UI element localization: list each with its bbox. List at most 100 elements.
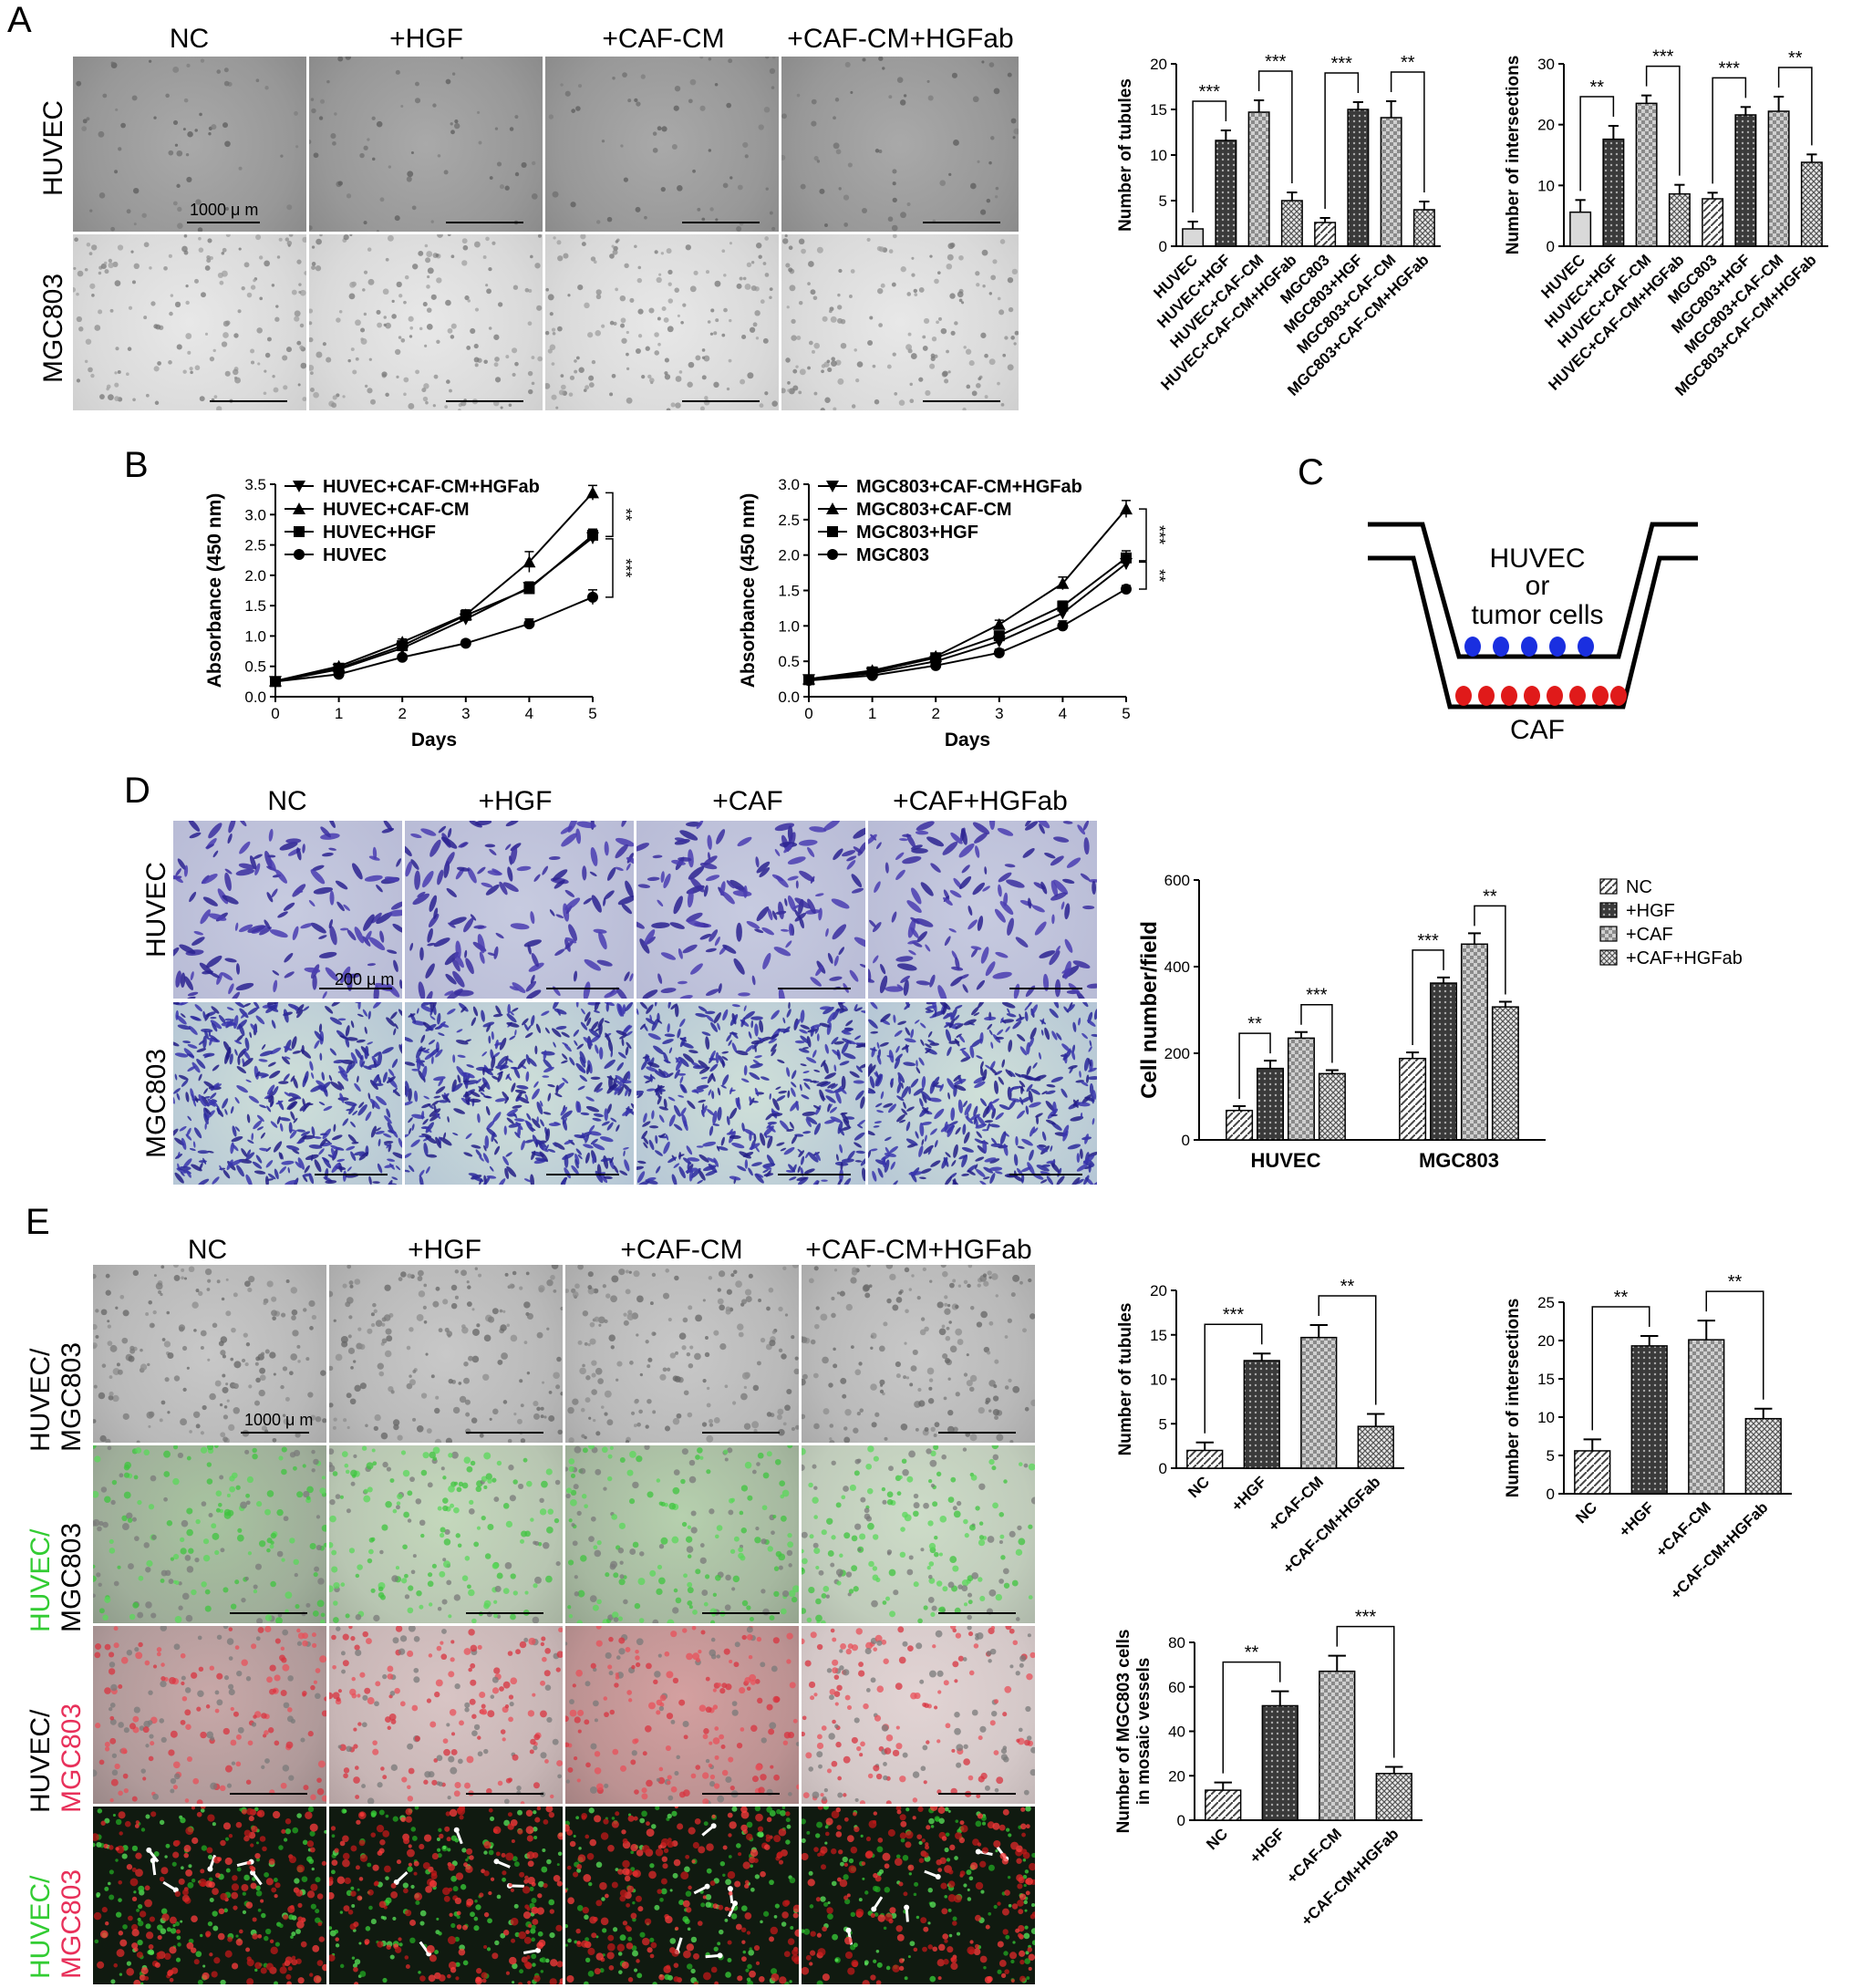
legend-label: MGC803 xyxy=(856,545,929,565)
micrograph-texture xyxy=(565,1807,799,1984)
significance-label: *** xyxy=(1355,1608,1377,1628)
micrograph-texture xyxy=(93,1626,326,1804)
point-marker xyxy=(1056,576,1070,589)
arrow-head xyxy=(704,1883,710,1890)
legend-label: +CAF xyxy=(1626,925,1673,945)
point-marker xyxy=(460,609,471,621)
significance-bracket xyxy=(1192,100,1227,212)
significance-label: *** xyxy=(1331,54,1353,74)
legend-label: NC xyxy=(1626,877,1652,897)
micrograph-texture xyxy=(93,1265,326,1443)
x-group-label: MGC803 xyxy=(1419,1149,1499,1172)
micrograph-texture xyxy=(802,1626,1035,1804)
y-tick-label: 0 xyxy=(1159,238,1167,255)
significance-label: *** xyxy=(1199,82,1221,102)
x-axis-label: Days xyxy=(945,730,990,751)
y-axis-label: Number of MGC803 cells xyxy=(1114,1630,1133,1834)
e-image-fluor-cafcm xyxy=(565,1807,799,1984)
y-axis-label: Cell number/field xyxy=(1137,921,1162,1099)
x-tick-label: 2 xyxy=(398,705,406,722)
significance-bracket xyxy=(605,492,614,538)
bar xyxy=(1243,1360,1280,1469)
a-col-header-cafcm-hgfab: +CAF-CM+HGFab xyxy=(787,24,1014,54)
significance-label: ** xyxy=(1483,886,1497,906)
panel-label-d: D xyxy=(124,771,150,811)
bar xyxy=(1800,161,1823,247)
arrow-head xyxy=(871,1906,877,1912)
bar xyxy=(1357,1425,1394,1469)
y-tick-label: 2.5 xyxy=(244,537,266,554)
bar xyxy=(1399,1057,1427,1141)
micrograph-texture xyxy=(636,1002,865,1185)
x-tick-label: 5 xyxy=(588,705,596,722)
micrograph-texture xyxy=(565,1445,799,1623)
c-text-caf: CAF xyxy=(1510,715,1565,745)
e-col-header-cafcm: +CAF-CM xyxy=(620,1235,743,1265)
a-image-huvec-cafcm xyxy=(545,57,779,232)
bar xyxy=(1186,1449,1224,1469)
y-tick-label: 200 xyxy=(1164,1045,1190,1062)
significance-label: ** xyxy=(1728,1272,1743,1292)
micrograph-texture xyxy=(93,1807,326,1984)
y-tick-label: 20 xyxy=(1150,56,1167,73)
micrograph-texture xyxy=(93,1807,326,1984)
legend-label: +HGF xyxy=(1626,901,1675,921)
micrograph-texture xyxy=(802,1807,1035,1984)
y-tick-label: 0 xyxy=(1547,1486,1555,1503)
bar xyxy=(1668,192,1691,247)
point-marker xyxy=(522,555,536,568)
a-row-header-huvec: HUVEC xyxy=(38,99,68,196)
y-axis-label: in mosaic vessels xyxy=(1134,1658,1154,1806)
bar xyxy=(1491,1006,1519,1141)
y-tick-label: 30 xyxy=(1537,56,1555,73)
micrograph-texture xyxy=(329,1807,563,1984)
y-tick-label: 80 xyxy=(1168,1634,1185,1651)
significance-bracket xyxy=(1390,71,1425,192)
point-marker xyxy=(826,481,839,492)
legend-label: +CAF+HGFab xyxy=(1626,948,1743,968)
y-axis-label: Absorbance (450 nm) xyxy=(204,493,225,689)
point-marker xyxy=(993,647,1005,658)
legend-label: MGC803+CAF-CM+HGFab xyxy=(856,477,1082,497)
significance-label: *** xyxy=(1719,58,1741,78)
legend-swatch xyxy=(1599,926,1618,942)
e-image-red-cafcm xyxy=(565,1626,799,1804)
x-tick-label: 5 xyxy=(1122,705,1130,722)
e-col-header-cafcm-hgfab: +CAF-CM+HGFab xyxy=(805,1235,1032,1265)
e-col-header-nc: NC xyxy=(187,1235,228,1265)
point-marker xyxy=(460,637,471,649)
y-tick-label: 2.5 xyxy=(778,512,800,529)
a-intersections-chart: 0102030HUVECHUVEC+HGFHUVEC+CAF-CMHUVEC+C… xyxy=(1504,47,1828,399)
significance-bracket xyxy=(605,538,614,598)
point-marker xyxy=(1057,620,1069,632)
x-tick-label: NC xyxy=(1203,1825,1231,1853)
a-image-mgc-cafcm xyxy=(545,234,779,410)
point-marker xyxy=(930,659,942,671)
significance-bracket xyxy=(1238,1032,1271,1099)
micrograph-texture xyxy=(309,234,543,410)
micrograph-texture xyxy=(173,1002,402,1185)
significance-bracket xyxy=(1474,905,1506,995)
y-tick-label: 0 xyxy=(1177,1812,1185,1829)
micrograph-texture xyxy=(868,821,1097,999)
legend-label: HUVEC+HGF xyxy=(323,523,436,543)
b-huvec-line-chart: 0.0 0.5 1.0 1.5 2.0 2.5 3.0 3.5 0 1 2 3 4 5 Days Absorb… xyxy=(204,476,635,751)
arrow-head xyxy=(534,1947,541,1953)
bar xyxy=(1569,211,1592,247)
bar xyxy=(1300,1336,1338,1469)
bar xyxy=(1347,109,1370,247)
micrograph-texture xyxy=(405,821,634,999)
point-marker xyxy=(826,502,839,514)
x-tick-label: +HGF xyxy=(1616,1498,1658,1540)
a-image-mgc-hgf xyxy=(309,234,543,410)
a-image-mgc-nc xyxy=(73,234,306,410)
y-tick-label: 0 xyxy=(1159,1460,1167,1477)
significance-label: ** xyxy=(1247,1014,1262,1034)
bar xyxy=(1375,1773,1412,1821)
arrow-head xyxy=(975,1848,981,1855)
y-tick-label: 5 xyxy=(1159,1415,1167,1433)
e-row-header-1: HUVEC/MGC803 xyxy=(26,1341,87,1452)
significance-bracket xyxy=(1204,1323,1263,1434)
bar xyxy=(1688,1339,1725,1495)
c-transwell-diagram: HUVEC or tumor cells CAF xyxy=(1368,522,1698,745)
